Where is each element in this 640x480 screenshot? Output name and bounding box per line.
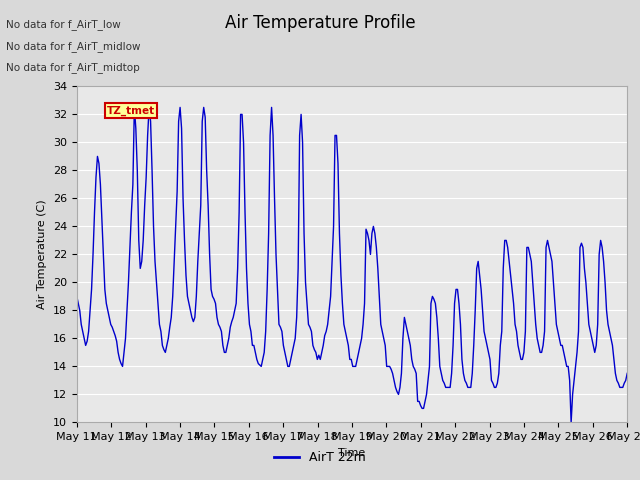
Text: Air Temperature Profile: Air Temperature Profile <box>225 14 415 33</box>
Legend: AirT 22m: AirT 22m <box>269 446 371 469</box>
Text: No data for f_AirT_low: No data for f_AirT_low <box>6 19 121 30</box>
X-axis label: Time: Time <box>339 448 365 457</box>
Text: No data for f_AirT_midtop: No data for f_AirT_midtop <box>6 62 140 73</box>
Text: No data for f_AirT_midlow: No data for f_AirT_midlow <box>6 41 141 52</box>
Text: TZ_tmet: TZ_tmet <box>107 105 155 116</box>
Y-axis label: Air Temperature (C): Air Temperature (C) <box>37 200 47 309</box>
